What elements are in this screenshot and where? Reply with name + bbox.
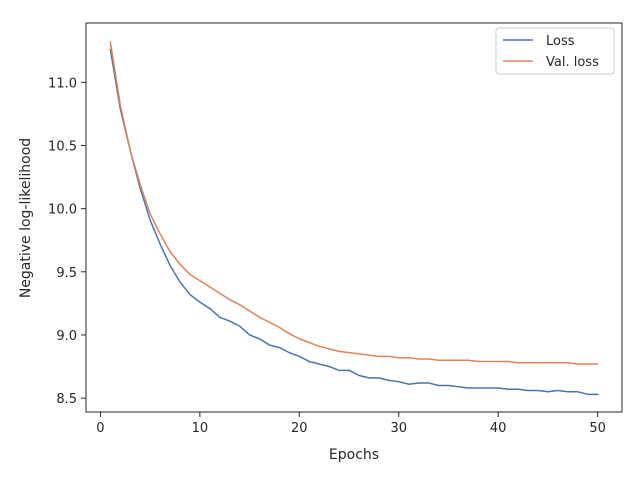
plot-area-border (85, 22, 623, 413)
legend: Loss Val. loss (495, 27, 615, 75)
x-tick-label: 50 (589, 421, 606, 436)
y-tick-label: 8.5 (56, 392, 77, 407)
y-tick-label: 9.5 (56, 266, 77, 281)
x-axis-label: Epochs (329, 447, 379, 463)
x-tick-label: 20 (291, 421, 308, 436)
x-tick-label: 0 (96, 421, 104, 436)
y-tick-label: 11.0 (48, 76, 77, 91)
y-tick-label: 9.0 (56, 329, 77, 344)
series-line-val-loss (109, 41, 599, 365)
x-tick-label: 40 (490, 421, 507, 436)
axes-frame (85, 22, 623, 413)
legend-label-loss: Loss (546, 34, 575, 49)
y-axis: 8.5 9.0 9.5 10.0 10.5 11.0 (48, 76, 86, 407)
x-tick-label: 30 (390, 421, 407, 436)
x-axis: 0 10 20 30 40 50 (96, 412, 606, 436)
y-tick-label: 10.5 (48, 140, 77, 155)
y-tick-label: 10.0 (48, 203, 77, 218)
x-tick-label: 10 (192, 421, 209, 436)
y-axis-label: Negative log-likelihood (18, 138, 34, 298)
legend-label-val-loss: Val. loss (546, 55, 599, 70)
series-layer (109, 41, 599, 396)
series-line-loss (109, 48, 599, 396)
